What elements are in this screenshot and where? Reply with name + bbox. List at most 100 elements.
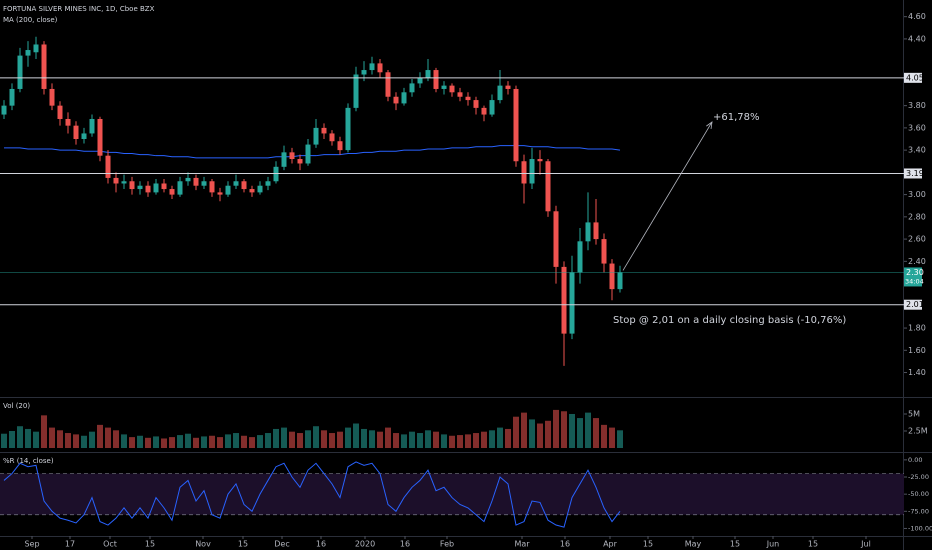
volume-bar — [57, 430, 63, 448]
volume-bar — [537, 423, 543, 448]
candle-body — [465, 96, 471, 101]
volume-bar — [1, 433, 7, 448]
y-tick-label: -100.00 — [908, 524, 932, 532]
volume-bar — [361, 428, 367, 448]
candle-body — [209, 181, 215, 193]
candle-body — [249, 189, 255, 193]
candle-body — [81, 133, 87, 140]
volume-bar — [433, 431, 439, 448]
candle-body — [65, 118, 71, 126]
volume-bar — [73, 434, 79, 448]
volume-bar — [329, 433, 335, 448]
candle-body — [529, 159, 535, 184]
candle-body — [393, 96, 399, 104]
y-tick-label: 0.00 — [908, 456, 922, 464]
y-tick-label: 1.40 — [908, 368, 926, 377]
candle-body — [49, 88, 55, 106]
candle-body — [409, 83, 415, 93]
candle-body — [281, 152, 287, 167]
volume-bar — [33, 431, 39, 448]
candle-body — [185, 177, 191, 182]
y-tick-label: -50.00 — [908, 490, 929, 498]
volume-bar — [177, 435, 183, 448]
candle-body — [169, 189, 175, 195]
candle-body — [105, 155, 111, 178]
volume-bar — [489, 430, 495, 448]
candle-body — [553, 211, 559, 267]
volume-bar — [585, 412, 591, 448]
volume-bar — [505, 428, 511, 448]
level-box — [904, 168, 922, 179]
volume-bar — [153, 436, 159, 448]
x-tick-label: 15 — [643, 540, 653, 549]
candle-body — [577, 241, 583, 273]
volume-bar — [145, 437, 151, 448]
volume-bar — [497, 427, 503, 448]
candle-body — [97, 118, 103, 156]
volume-bar — [553, 409, 559, 448]
volume-bar — [201, 436, 207, 448]
candle-body — [225, 185, 231, 195]
x-tick-label: Feb — [440, 540, 454, 549]
volume-bar — [185, 433, 191, 448]
candle-body — [425, 70, 431, 78]
candle-body — [377, 63, 383, 73]
volume-bar — [561, 411, 567, 448]
volume-bar — [257, 435, 263, 448]
volume-bar — [265, 433, 271, 448]
volume-bar — [473, 433, 479, 448]
x-tick-label: 16 — [400, 540, 410, 549]
candle-body — [449, 85, 455, 93]
candle-body — [145, 185, 151, 193]
countdown-label: 34:04 — [905, 277, 924, 285]
candle-body — [289, 152, 295, 160]
candle-body — [217, 192, 223, 195]
candle-body — [17, 55, 23, 89]
candle-body — [329, 133, 335, 142]
volume-bar — [129, 437, 135, 448]
candle-body — [489, 100, 495, 115]
candle-body — [177, 181, 183, 195]
volume-bar — [9, 430, 15, 448]
volume-bar — [65, 433, 71, 448]
ma-label: MA (200, close) — [3, 16, 58, 24]
last-price-box — [904, 267, 922, 287]
volume-bar — [425, 430, 431, 448]
candle-body — [201, 181, 207, 186]
candle-body — [601, 239, 607, 264]
volume-bar — [449, 435, 455, 448]
x-tick-label: 15 — [808, 540, 818, 549]
candle-body — [617, 272, 623, 290]
volume-bar — [457, 435, 463, 448]
volume-bar — [305, 430, 311, 448]
volume-bar — [137, 435, 143, 448]
y-tick-label: 2.80 — [908, 212, 926, 221]
wr-line — [3, 461, 621, 528]
y-tick-label: 4.60 — [908, 12, 926, 21]
candle-body — [361, 70, 367, 75]
candle-body — [113, 177, 119, 184]
volume-bar — [105, 427, 111, 448]
volume-bar — [297, 433, 303, 448]
volume-bar — [609, 427, 615, 448]
volume-bar — [89, 431, 95, 448]
volume-bar — [369, 430, 375, 448]
y-tick-label: 1.80 — [908, 324, 926, 333]
candle-body — [337, 141, 343, 151]
candle-body — [313, 127, 319, 145]
x-tick-label: 2020 — [355, 540, 375, 549]
candle-body — [481, 107, 487, 115]
candle-body — [569, 272, 575, 334]
volume-bar — [569, 413, 575, 448]
level-label: 4.05 — [906, 73, 924, 82]
y-tick-label: 4.40 — [908, 34, 926, 43]
volume-bar — [345, 427, 351, 448]
volume-bar — [593, 418, 599, 448]
volume-bar — [337, 431, 343, 448]
wr-band — [0, 473, 904, 515]
volume-bar — [465, 434, 471, 448]
volume-bar — [209, 435, 215, 448]
candle-body — [153, 183, 159, 193]
